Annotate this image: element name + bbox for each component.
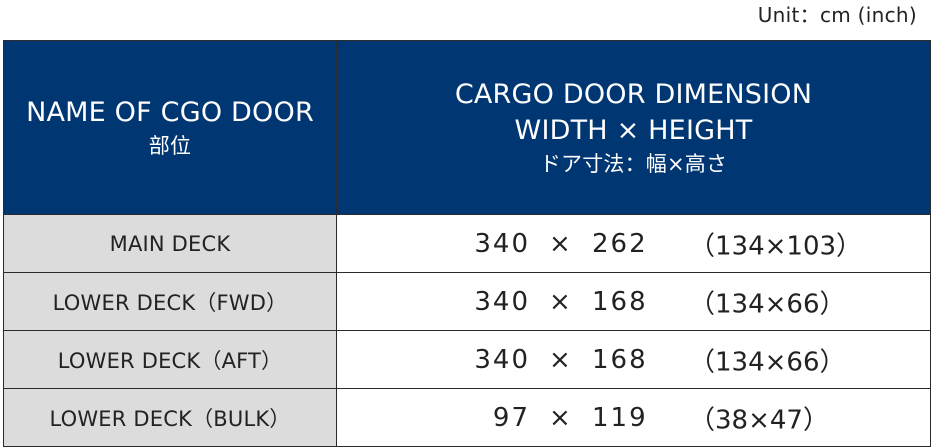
header-name-cell: NAME OF CGO DOOR 部位 xyxy=(3,40,337,215)
times-sign: × xyxy=(549,402,571,433)
header-dimension-cell: CARGO DOOR DIMENSION WIDTH × HEIGHT ドア寸法… xyxy=(336,40,931,215)
times-sign: × xyxy=(549,228,571,259)
door-size-inches: （38×47） xyxy=(689,405,829,435)
door-name-cell: LOWER DECK（FWD） xyxy=(3,272,337,331)
header-dimension-jp: ドア寸法：幅×高さ xyxy=(539,151,728,176)
door-width: 340 xyxy=(474,286,530,317)
door-height: 168 xyxy=(592,286,648,317)
door-width: 340 xyxy=(474,344,530,375)
table-row: LOWER DECK（BULK） 97 × 119 （38×47） xyxy=(3,388,931,447)
door-height: 168 xyxy=(592,344,648,375)
table-header-row: NAME OF CGO DOOR 部位 CARGO DOOR DIMENSION… xyxy=(3,40,931,215)
unit-note: Unit：cm (inch) xyxy=(757,3,917,27)
header-dimension-line2: WIDTH × HEIGHT xyxy=(514,114,753,146)
dimension-cell: 97 × 119 （38×47） xyxy=(336,388,931,447)
door-height: 119 xyxy=(592,402,648,433)
door-size-inches: （134×103） xyxy=(689,231,863,261)
table-row: MAIN DECK 340 × 262 （134×103） xyxy=(3,214,931,273)
times-sign: × xyxy=(549,344,571,375)
door-size-inches: （134×66） xyxy=(689,289,846,319)
door-height: 262 xyxy=(592,228,648,259)
door-width: 340 xyxy=(474,228,530,259)
times-sign: × xyxy=(549,286,571,317)
table-row: LOWER DECK（FWD） 340 × 168 （134×66） xyxy=(3,272,931,331)
header-name-jp: 部位 xyxy=(148,133,192,158)
cargo-door-table: NAME OF CGO DOOR 部位 CARGO DOOR DIMENSION… xyxy=(3,40,931,447)
dimension-cell: 340 × 168 （134×66） xyxy=(336,272,931,331)
door-name-cell: MAIN DECK xyxy=(3,214,337,273)
header-dimension-line1: CARGO DOOR DIMENSION xyxy=(454,78,813,110)
door-size-inches: （134×66） xyxy=(689,347,846,377)
door-name-cell: LOWER DECK（BULK） xyxy=(3,388,337,447)
table-row: LOWER DECK（AFT） 340 × 168 （134×66） xyxy=(3,330,931,389)
door-name-cell: LOWER DECK（AFT） xyxy=(3,330,337,389)
dimension-cell: 340 × 168 （134×66） xyxy=(336,330,931,389)
door-width: 97 xyxy=(492,402,530,433)
header-name-en: NAME OF CGO DOOR xyxy=(26,96,314,128)
dimension-cell: 340 × 262 （134×103） xyxy=(336,214,931,273)
